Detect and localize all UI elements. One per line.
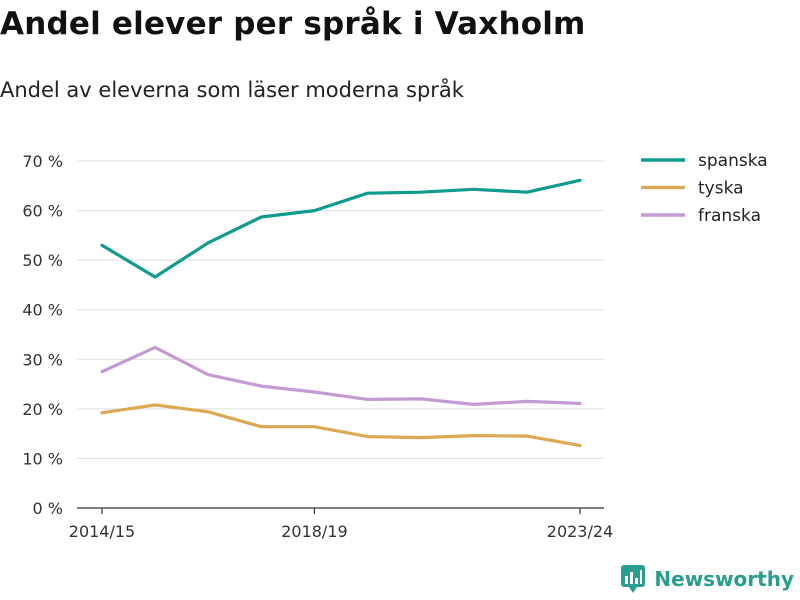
y-tick-label: 60 %	[22, 202, 63, 221]
x-tick-label: 2018/19	[281, 522, 347, 541]
y-tick-label: 30 %	[22, 350, 63, 369]
chart-title: Andel elever per språk i Vaxholm	[0, 6, 586, 42]
brand-name: Newsworthy	[654, 567, 794, 591]
legend-label-spanska: spanska	[698, 151, 768, 171]
y-tick-label: 0 %	[33, 499, 63, 518]
series-line-franska	[100, 345, 582, 406]
y-tick-label: 50 %	[22, 251, 63, 270]
x-tick-label: 2023/24	[547, 522, 613, 541]
y-tick-label: 40 %	[22, 301, 63, 320]
y-tick-label: 20 %	[22, 400, 63, 419]
y-tick-label: 70 %	[22, 152, 63, 171]
y-tick-label: 10 %	[22, 449, 63, 468]
legend-label-franska: franska	[698, 206, 761, 226]
x-tick-label: 2014/15	[69, 522, 135, 541]
chart-subtitle: Andel av eleverna som läser moderna språ…	[0, 78, 464, 102]
newsworthy-logo-icon	[621, 565, 646, 593]
series-line-tyska	[100, 403, 582, 448]
series-line-spanska	[100, 178, 582, 279]
legend-label-tyska: tyska	[698, 179, 744, 199]
brand: Newsworthy	[620, 564, 794, 594]
